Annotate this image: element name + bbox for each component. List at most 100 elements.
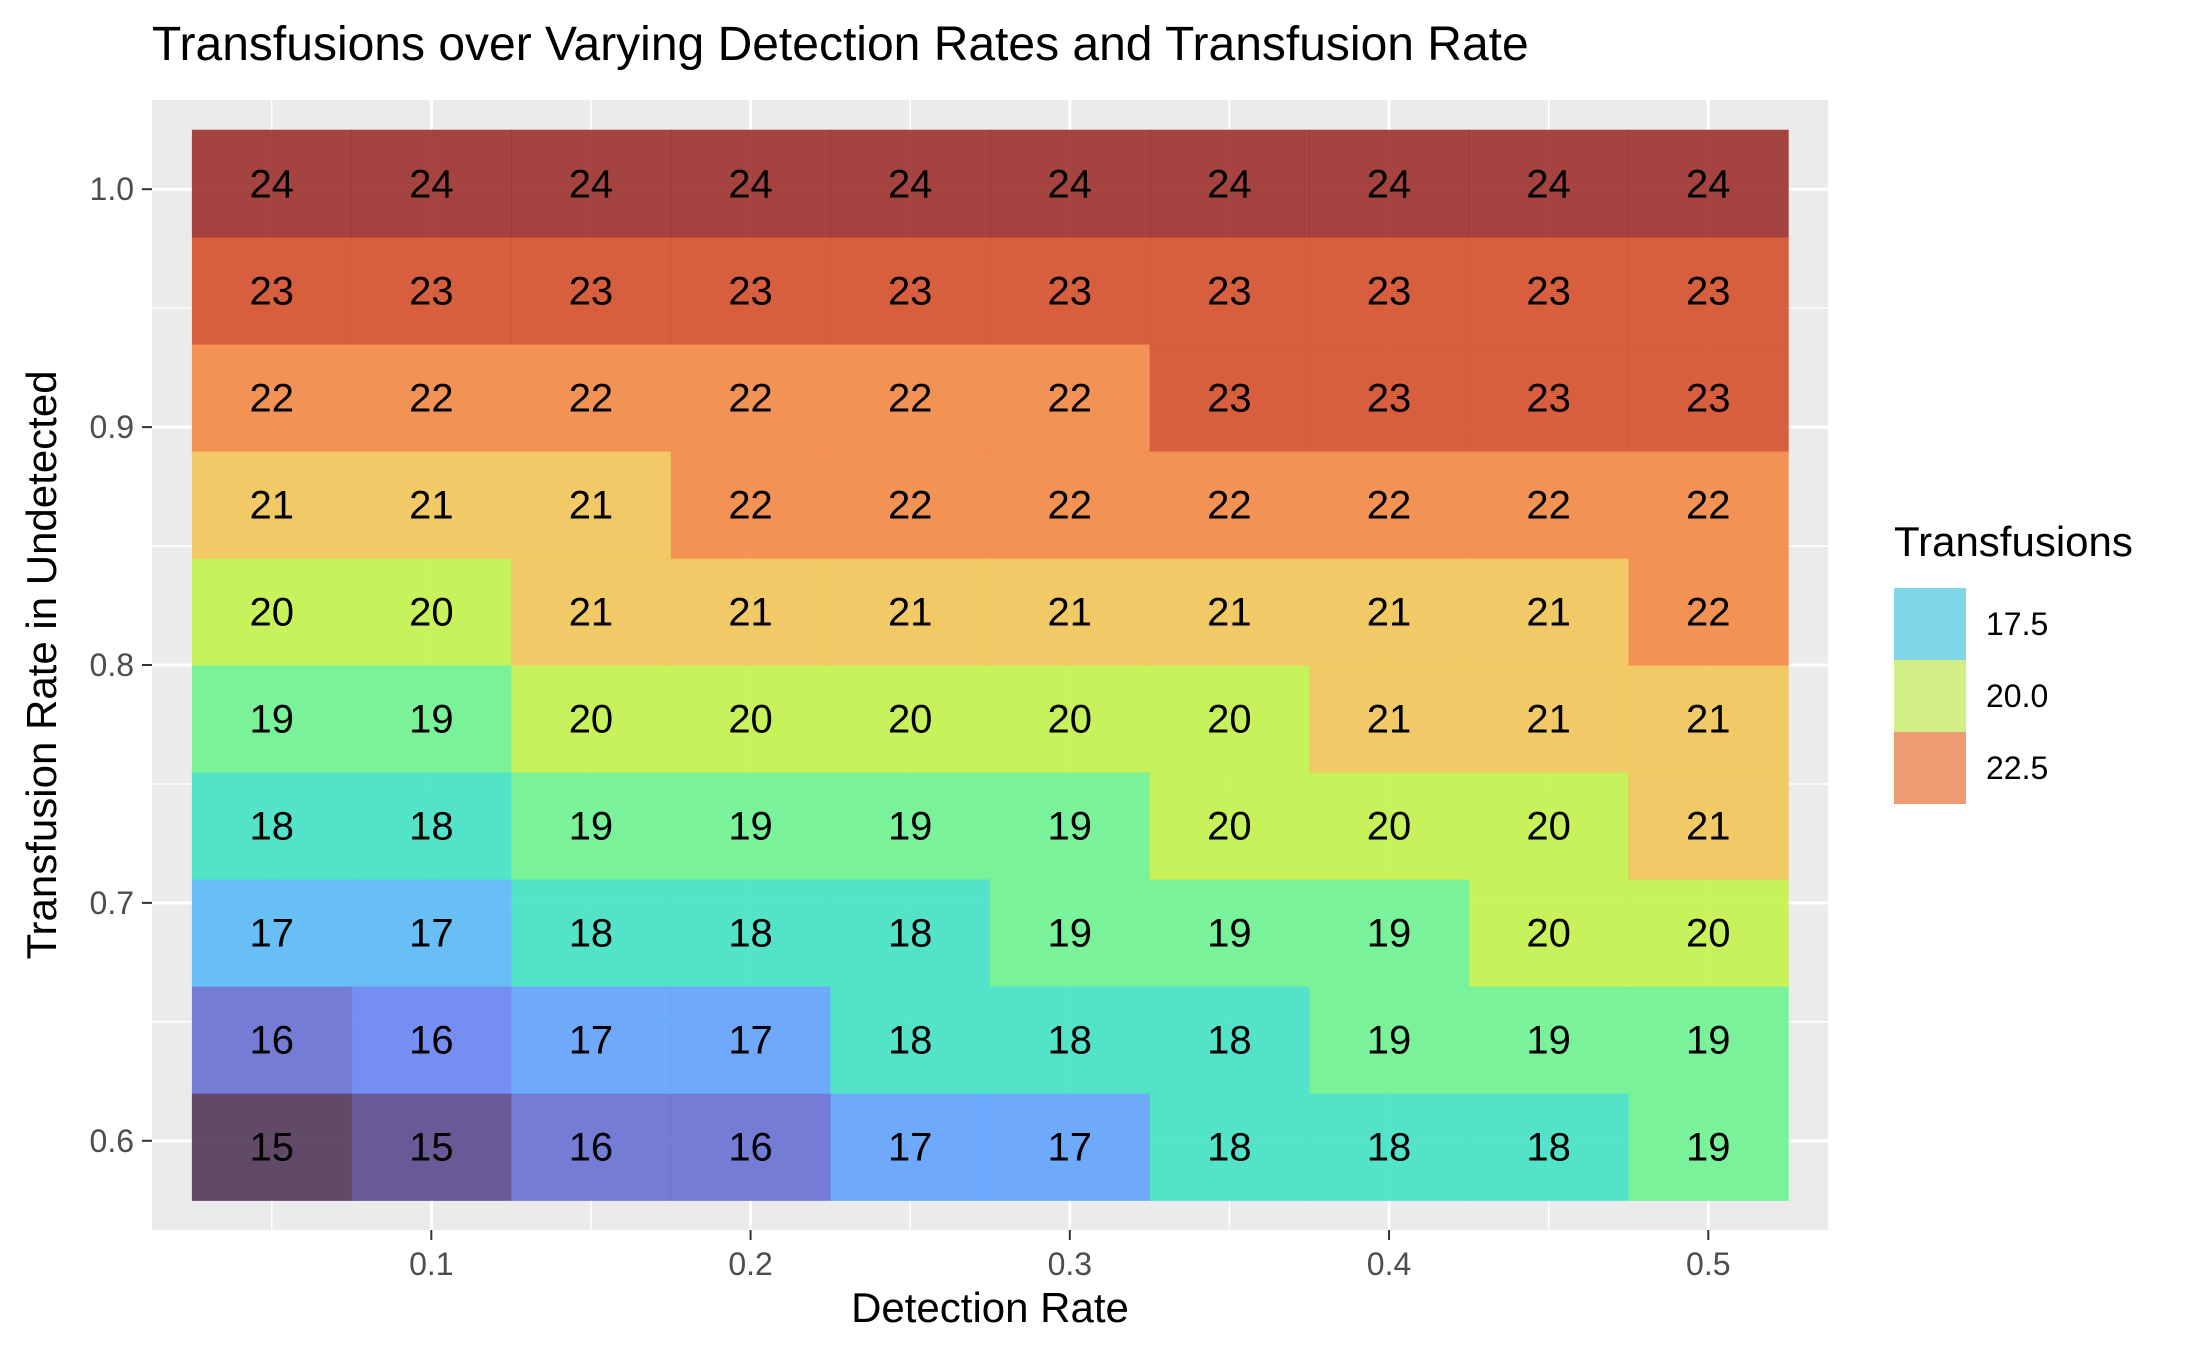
heatmap-cell — [670, 129, 831, 238]
cell-value-label: 23 — [1526, 269, 1571, 313]
heatmap-cell — [670, 450, 831, 559]
x-axis-title: Detection Rate — [851, 1284, 1129, 1331]
cell-value-label: 18 — [1526, 1126, 1571, 1170]
cell-value-label: 20 — [728, 698, 773, 742]
cell-value-label: 22 — [1048, 483, 1093, 527]
heatmap-cell — [191, 343, 353, 452]
heatmap-cell — [670, 665, 831, 773]
heatmap-cell — [1468, 879, 1630, 987]
cell-value-label: 15 — [249, 1126, 294, 1170]
cell-value-label: 20 — [1207, 698, 1252, 742]
heatmap-cell — [1149, 1093, 1310, 1201]
cell-value-label: 21 — [1526, 590, 1571, 634]
heatmap-cell — [511, 772, 672, 880]
heatmap-cell — [511, 986, 672, 1094]
heatmap-cell — [1468, 986, 1630, 1094]
cell-value-label: 23 — [409, 269, 454, 313]
cell-value-label: 21 — [569, 483, 614, 527]
cell-value-label: 17 — [1048, 1126, 1093, 1170]
heatmap-cell — [830, 879, 991, 987]
heatmap-cell — [1149, 343, 1310, 452]
cell-value-label: 19 — [1207, 912, 1252, 956]
heatmap-cell — [1309, 450, 1470, 559]
cell-value-label: 16 — [569, 1126, 614, 1170]
cell-value-label: 20 — [1686, 912, 1731, 956]
heatmap-cell — [191, 665, 353, 773]
heatmap-cell — [670, 236, 831, 345]
cell-value-label: 23 — [1526, 376, 1571, 420]
cell-value-label: 22 — [888, 483, 933, 527]
heatmap-cell — [1468, 343, 1630, 452]
legend-key — [1894, 588, 1966, 660]
heatmap-cell — [511, 557, 672, 666]
heatmap-cell — [830, 343, 991, 452]
heatmap-cell — [1309, 665, 1470, 773]
cell-value-label: 20 — [1048, 698, 1093, 742]
heatmap-cell — [990, 557, 1151, 666]
cell-value-label: 22 — [1207, 483, 1252, 527]
cell-value-label: 23 — [1048, 269, 1093, 313]
heatmap-cell — [1309, 772, 1470, 880]
heatmap-cell — [1468, 236, 1630, 345]
cell-labels: 15 15 16 16 17 17 18 18 18 19 16 16 17 17 18 18 18 19 19 19… — [249, 162, 1730, 1169]
heatmap-cell — [990, 665, 1151, 773]
heatmap-cell — [351, 236, 512, 345]
heatmap-cell — [191, 129, 353, 238]
cell-value-label: 21 — [1048, 590, 1093, 634]
legend-label: 22.5 — [1986, 750, 2048, 786]
cell-value-label: 20 — [1367, 805, 1412, 849]
heatmap-cell — [511, 450, 672, 559]
cell-value-label: 23 — [1686, 376, 1731, 420]
cell-value-label: 21 — [1207, 590, 1252, 634]
cell-value-label: 18 — [888, 1019, 933, 1063]
cell-value-label: 20 — [569, 698, 614, 742]
heatmap-cell — [990, 343, 1151, 452]
legend-key — [1894, 660, 1966, 732]
cell-value-label: 21 — [569, 590, 614, 634]
cell-value-label: 20 — [1207, 805, 1252, 849]
heatmap-cell — [830, 986, 991, 1094]
cell-value-label: 24 — [1207, 162, 1252, 206]
heatmap-cell — [990, 129, 1151, 238]
heatmap-cell — [1628, 1093, 1789, 1201]
x-tick-label: 0.5 — [1686, 1246, 1730, 1282]
heatmap-cell — [670, 557, 831, 666]
cell-value-label: 23 — [1367, 376, 1412, 420]
cell-value-label: 23 — [1207, 269, 1252, 313]
heatmap-cell — [511, 236, 672, 345]
cell-value-label: 21 — [1367, 698, 1412, 742]
cell-value-label: 18 — [1207, 1019, 1252, 1063]
cell-value-label: 22 — [1686, 483, 1731, 527]
cell-value-label: 22 — [569, 376, 614, 420]
x-tick-label: 0.2 — [728, 1246, 772, 1282]
cell-value-label: 19 — [1367, 912, 1412, 956]
heatmap-cell — [1149, 665, 1310, 773]
cell-value-label: 23 — [1686, 269, 1731, 313]
heatmap-cell — [511, 129, 672, 238]
cell-value-label: 16 — [728, 1126, 773, 1170]
cell-value-label: 24 — [728, 162, 773, 206]
heatmap-cell — [1468, 129, 1630, 238]
cell-value-label: 23 — [1207, 376, 1252, 420]
cell-value-label: 23 — [888, 269, 933, 313]
cell-value-label: 23 — [728, 269, 773, 313]
heatmap-cell — [191, 986, 353, 1094]
cell-value-label: 21 — [728, 590, 773, 634]
cell-value-label: 24 — [249, 162, 294, 206]
heatmap-cell — [351, 665, 512, 773]
heatmap-cell — [830, 665, 991, 773]
heatmap-cell — [351, 986, 512, 1094]
cell-value-label: 23 — [1367, 269, 1412, 313]
heatmap-cell — [1628, 772, 1789, 880]
cell-value-label: 19 — [569, 805, 614, 849]
cell-value-label: 16 — [249, 1019, 294, 1063]
heatmap-cell — [191, 879, 353, 987]
cell-value-label: 16 — [409, 1019, 454, 1063]
cell-value-label: 22 — [728, 376, 773, 420]
x-tick-label: 0.4 — [1367, 1246, 1411, 1282]
cell-value-label: 18 — [888, 912, 933, 956]
heatmap-cell — [990, 986, 1151, 1094]
heatmap-cell — [1468, 1093, 1630, 1201]
legend-key — [1894, 732, 1966, 804]
